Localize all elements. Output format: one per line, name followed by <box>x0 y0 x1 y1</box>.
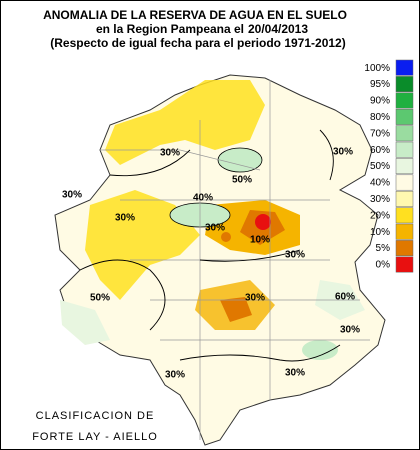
map-label: 30% <box>245 293 265 304</box>
map-label: 60% <box>335 292 355 303</box>
map-label: 30% <box>340 325 360 336</box>
map-label: 30% <box>160 148 180 159</box>
map-label: 50% <box>90 293 110 304</box>
legend-swatch <box>395 92 414 109</box>
legend-label: 90% <box>370 96 390 107</box>
legend-label: 20% <box>370 210 390 221</box>
legend-label: 95% <box>370 79 390 90</box>
map <box>54 74 386 446</box>
map-label: 30% <box>62 190 82 201</box>
credit: CLASIFICACION DE <box>36 410 155 422</box>
legend-label: 40% <box>370 178 390 189</box>
legend-swatch <box>395 223 414 240</box>
legend-swatch <box>395 125 414 142</box>
date: 20/04/2013 <box>248 22 308 36</box>
legend-swatch <box>395 141 414 158</box>
map-label: 30% <box>115 213 135 224</box>
legend-label: 70% <box>370 128 390 139</box>
legend: 100% 95% 90% 80% 70% 60% 50% 40% 30% 20% 10% 5% 0% <box>364 59 414 273</box>
legend-label: 100% <box>364 63 390 74</box>
legend-label: 0% <box>376 260 391 271</box>
legend-label: 10% <box>370 227 390 238</box>
map-label: 30% <box>285 368 305 379</box>
map-label: 30% <box>285 250 305 261</box>
map-label: 30% <box>333 147 353 158</box>
legend-swatch <box>395 76 414 93</box>
legend-swatch <box>395 174 414 191</box>
map-label: 50% <box>232 175 252 186</box>
legend-swatch <box>395 108 414 125</box>
map-labels: 30% 50% 40% 30% 30% 30% 10% 30% 30% 50% … <box>62 147 360 381</box>
map-label: 30% <box>205 223 225 234</box>
map-label: 10% <box>250 235 270 246</box>
legend-label: 30% <box>370 194 390 205</box>
legend-label: 80% <box>370 112 390 123</box>
legend-swatch <box>395 256 414 273</box>
credit: FORTE LAY - AIELLO <box>32 431 158 443</box>
map-label: 30% <box>165 370 185 381</box>
legend-swatch <box>395 190 414 207</box>
map-label: 40% <box>193 193 213 204</box>
legend-swatch <box>395 59 414 76</box>
note: (Respecto de igual fecha para el periodo… <box>50 36 345 50</box>
legend-swatch <box>395 158 414 175</box>
legend-label: 60% <box>370 145 390 156</box>
legend-swatch <box>395 240 414 257</box>
title: ANOMALIA DE LA RESERVA DE AGUA EN EL SUE… <box>43 8 347 22</box>
legend-label: 50% <box>370 161 390 172</box>
legend-swatch <box>395 207 414 224</box>
subtitle: en la Region Pampeana el <box>96 22 244 36</box>
legend-label: 5% <box>376 243 391 254</box>
